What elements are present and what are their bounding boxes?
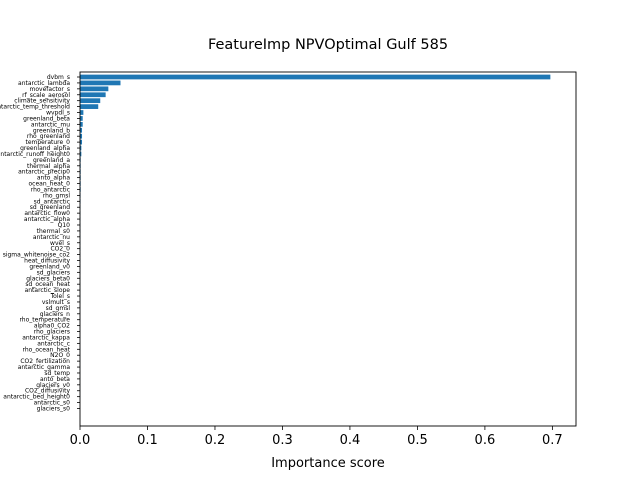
bar-greenland_beta <box>80 116 83 121</box>
y-tick-label: thermal_alpha <box>27 163 70 170</box>
y-tick-label: antarctic_kappa <box>22 334 70 341</box>
y-tick-label: antarctic_slope <box>25 287 71 294</box>
bar-temperature_0 <box>80 139 83 145</box>
axes-frame <box>79 71 577 427</box>
bar-rho_greenland <box>80 133 83 139</box>
y-tick-label: antarctic_mu <box>31 121 70 128</box>
y-tick-label: temperature_0 <box>25 139 70 146</box>
bar-dvbm_s <box>80 74 551 80</box>
y-tick-label: greenland_beta <box>23 115 70 122</box>
bar-antarctic_lambda <box>80 80 121 86</box>
y-tick-label: sd_ocean_heat <box>25 281 70 288</box>
x-tick-label: 0.4 <box>340 433 361 448</box>
y-tick-label: anto_beta <box>40 376 70 383</box>
y-tick-label: greenland_a <box>33 157 70 164</box>
y-tick-label: Tolel_s <box>50 293 70 300</box>
y-tick-label: greenland_b <box>33 127 70 134</box>
y-tick-label: glaciers_beta0 <box>26 275 70 282</box>
y-tick-label: anto_alpha <box>37 175 70 182</box>
bar-wvpdl_s <box>80 110 84 115</box>
y-tick-label: rho_greenland <box>27 133 70 140</box>
y-tick-label: antarctic_alpha <box>24 216 70 223</box>
bars-group <box>80 74 551 411</box>
bar-rf_scale_aerosol <box>80 92 106 98</box>
y-tick-label: greenland_v0 <box>29 263 70 270</box>
y-tick-label: sd_glaciers <box>37 269 70 276</box>
y-tick-label: thermal_s0 <box>37 228 71 235</box>
y-tick-label: CO2_diffusivity <box>25 388 71 395</box>
x-tick-label: 0.2 <box>205 433 226 448</box>
y-tick-label: alpha0_CO2 <box>34 323 70 330</box>
x-axis-ticks: 0.0 0.1 0.2 0.3 0.4 0.5 0.6 0.7 <box>70 426 563 448</box>
y-tick-label: sigma_whitenoise_co2 <box>3 252 70 259</box>
y-tick-label: N2O_0 <box>50 352 70 359</box>
bar-antarctic_temp_threshold <box>80 104 99 109</box>
y-tick-label: antarctic_lambda <box>18 80 70 87</box>
x-tick-label: 0.6 <box>475 433 496 448</box>
x-axis-label: Importance score <box>271 456 385 471</box>
chart-title: FeatureImp NPVOptimal Gulf 585 <box>208 37 448 53</box>
x-tick-label: 0.0 <box>70 433 91 448</box>
x-tick-label: 0.3 <box>272 433 293 448</box>
y-tick-label: wvpdl_s <box>46 110 70 117</box>
y-tick-label: heat_diffusivity <box>24 258 70 265</box>
bar-antarctic_runoff_height0 <box>80 151 82 157</box>
y-tick-label: antarctic_nu <box>33 234 70 241</box>
y-tick-label: greenland_alpha <box>20 145 70 152</box>
y-tick-label: dvbm_s <box>47 74 70 81</box>
y-tick-label: sd_antarctic <box>34 198 70 205</box>
y-tick-label: glaciers_n <box>40 311 70 318</box>
bar-climate_sensitivity <box>80 98 101 104</box>
x-tick-label: 0.1 <box>137 433 158 448</box>
y-tick-label: CO2_0 <box>50 246 70 253</box>
y-tick-label: antarctic_s0 <box>34 400 71 407</box>
y-tick-label: antarctic_c <box>37 340 70 347</box>
x-tick-label: 0.5 <box>407 433 428 448</box>
y-tick-label: antarctic_flow0 <box>24 210 70 217</box>
y-tick-label: antarctic_gamma <box>18 364 71 371</box>
bar-movefactor_s <box>80 86 109 92</box>
y-tick-label: sd_greenland <box>30 204 70 211</box>
y-tick-label: ocean_heat_0 <box>29 181 71 188</box>
y-tick-label: rho_temperature <box>19 317 70 324</box>
y-tick-label: climate_sensitivity <box>14 98 70 105</box>
y-tick-label: antarctic_precip0 <box>18 169 70 176</box>
x-tick-label: 0.7 <box>542 433 563 448</box>
y-axis-ticks: dvbm_santarctic_lambdamovefactor_srf_sca… <box>0 74 80 413</box>
y-tick-label: sd_temp <box>44 370 70 377</box>
bar-greenland_alpha <box>80 145 82 151</box>
y-tick-label: antarctic_bed_height0 <box>3 394 70 401</box>
bar-antarctic_mu <box>80 121 83 127</box>
y-tick-label: antarctic_temp_threshold <box>0 104 70 111</box>
y-tick-label: rho_antarctic <box>31 186 70 193</box>
y-tick-label: movefactor_s <box>30 86 70 93</box>
y-tick-label: CO2_fertilization <box>20 358 70 365</box>
y-tick-label: glaciers_s0 <box>37 406 71 413</box>
y-tick-label: antarctic_runoff_height0 <box>0 151 70 158</box>
y-tick-label: rf_scale_aerosol <box>22 92 70 99</box>
bar-greenland_b <box>80 127 83 133</box>
y-tick-label: glaciers_v0 <box>36 382 70 389</box>
y-tick-label: sd_gmsl <box>46 305 71 312</box>
y-tick-label: vslmult_s <box>42 299 70 306</box>
y-tick-label: wvel_s <box>50 240 70 247</box>
y-tick-label: Q10 <box>58 222 71 229</box>
y-tick-label: rho_gmsl <box>43 192 71 199</box>
y-tick-label: rho_ocean_heat <box>23 346 71 353</box>
y-tick-label: rho_glaciers <box>34 329 70 336</box>
